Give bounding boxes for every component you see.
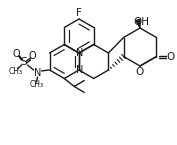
Polygon shape (136, 20, 140, 28)
Text: CH₃: CH₃ (30, 79, 44, 88)
Text: S: S (20, 57, 27, 67)
Text: O: O (29, 51, 36, 61)
Text: O: O (13, 49, 20, 59)
Text: N: N (34, 68, 41, 78)
Text: OH: OH (133, 17, 149, 27)
Text: N: N (76, 65, 84, 75)
Text: O: O (166, 51, 175, 61)
Text: F: F (76, 9, 82, 19)
Text: O: O (136, 67, 144, 77)
Text: N: N (76, 48, 84, 58)
Text: CH₃: CH₃ (8, 67, 23, 76)
